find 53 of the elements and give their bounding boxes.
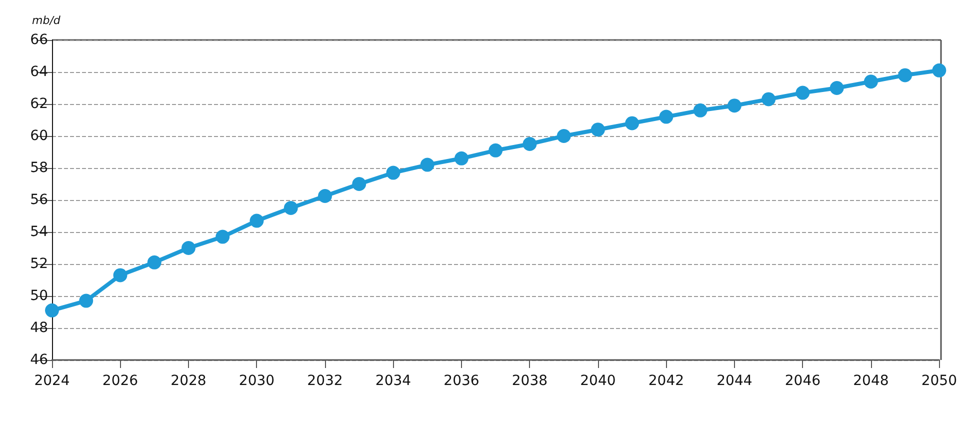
point [556, 129, 571, 143]
y-axis-title: mb/d [32, 14, 62, 27]
point [147, 255, 162, 270]
point [284, 201, 298, 215]
point [727, 98, 742, 113]
y-tick-label: 46 [30, 352, 48, 368]
y-tick-label: 48 [30, 320, 48, 336]
x-tick-label: 2034 [375, 373, 412, 389]
point [386, 166, 400, 180]
y-tick-label: 60 [30, 128, 48, 144]
y-tick-label: 54 [30, 224, 48, 240]
x-tick-label: 2044 [716, 373, 752, 389]
point [522, 137, 537, 151]
x-tick-label: 2028 [170, 373, 206, 389]
point [864, 74, 878, 89]
point [216, 230, 230, 244]
x-tick-label: 2046 [784, 373, 821, 389]
x-tick-label: 2038 [512, 373, 548, 389]
x-tick-label: 2050 [921, 373, 958, 389]
y-tick-label: 56 [30, 192, 48, 208]
y-tick-label: 64 [30, 64, 48, 80]
x-tick-label: 2026 [102, 373, 138, 389]
x-tick-label: 2036 [444, 373, 480, 389]
x-tick-label: 2030 [238, 373, 275, 389]
point [79, 294, 94, 308]
point [796, 86, 810, 100]
point [932, 63, 946, 78]
point [45, 303, 59, 318]
y-tick-label: 66 [30, 32, 48, 48]
point [352, 177, 366, 191]
x-tick-label: 2032 [307, 373, 343, 389]
y-tick-label: 62 [30, 96, 48, 112]
x-tick-label: 2040 [580, 373, 616, 389]
point [830, 81, 844, 95]
point [625, 116, 640, 130]
point [182, 241, 196, 255]
point [762, 92, 776, 106]
y-tick-label: 52 [30, 256, 48, 272]
point [659, 110, 674, 124]
point [488, 143, 503, 158]
y-tick-label: 58 [30, 160, 48, 176]
y-tick-label: 50 [30, 288, 48, 304]
x-tick-label: 2042 [648, 373, 684, 389]
x-tick-label: 2024 [34, 373, 70, 389]
x-tick-label: 2048 [853, 373, 889, 389]
point [898, 68, 912, 82]
point [420, 158, 434, 172]
point [454, 151, 468, 166]
point [318, 189, 332, 203]
point [250, 214, 264, 228]
point [590, 122, 605, 137]
point [113, 268, 128, 282]
point [693, 103, 708, 118]
